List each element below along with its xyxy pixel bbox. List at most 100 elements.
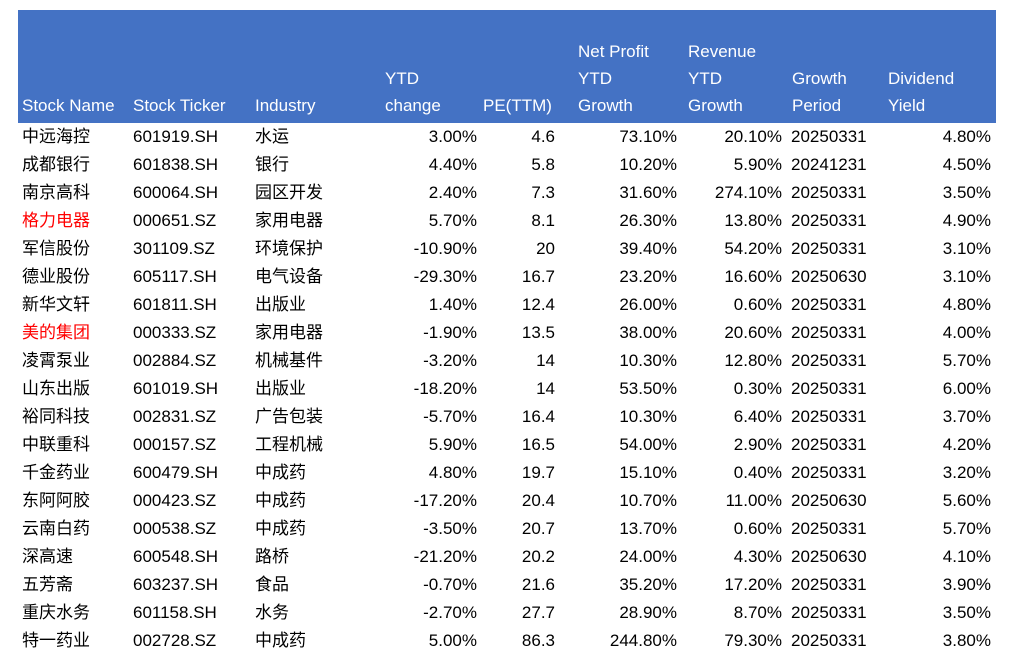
cell-net-profit-ytd-growth: 10.30% <box>619 351 677 370</box>
cell-industry: 电气设备 <box>255 267 323 286</box>
cell-dividend-yield: 4.80% <box>942 127 991 146</box>
table-row: 格力电器 000651.SZ 家用电器 5.70% 8.1 26.30% 13.… <box>18 207 996 235</box>
cell-growth-period: 20250331 <box>791 407 867 426</box>
cell-stock-ticker: 002831.SZ <box>133 407 217 426</box>
cell-ytd-change: -5.70% <box>423 407 477 426</box>
cell-dividend-yield: 3.50% <box>942 183 991 202</box>
cell-net-profit-ytd-growth: 53.50% <box>619 379 677 398</box>
cell-industry: 出版业 <box>255 295 306 314</box>
cell-growth-period: 20250331 <box>791 519 867 538</box>
cell-industry: 水务 <box>255 603 289 622</box>
cell-net-profit-ytd-growth: 13.70% <box>619 519 677 538</box>
cell-dividend-yield: 4.00% <box>942 323 991 342</box>
cell-revenue-ytd-growth: 0.30% <box>733 379 782 398</box>
cell-ytd-change: 4.80% <box>428 463 477 482</box>
cell-ytd-change: 5.70% <box>428 211 477 230</box>
cell-revenue-ytd-growth: 20.10% <box>724 127 782 146</box>
cell-growth-period: 20250630 <box>791 491 867 510</box>
table-row: 成都银行 601838.SH 银行 4.40% 5.8 10.20% 5.90%… <box>18 151 996 179</box>
cell-net-profit-ytd-growth: 15.10% <box>619 463 677 482</box>
cell-pe-ttm: 8.1 <box>531 211 555 230</box>
table-row: 山东出版 601019.SH 出版业 -18.20% 14 53.50% 0.3… <box>18 375 996 403</box>
cell-industry: 园区开发 <box>255 183 323 202</box>
cell-stock-name: 裕同科技 <box>22 407 90 426</box>
cell-ytd-change: 5.90% <box>428 435 477 454</box>
cell-industry: 中成药 <box>255 491 306 510</box>
cell-pe-ttm: 14 <box>536 379 555 398</box>
cell-dividend-yield: 3.50% <box>942 603 991 622</box>
cell-growth-period: 20250331 <box>791 295 867 314</box>
cell-pe-ttm: 27.7 <box>521 603 555 622</box>
stock-table: Stock Name Stock Ticker Industry YTD cha… <box>18 10 996 655</box>
cell-growth-period: 20250331 <box>791 239 867 258</box>
cell-pe-ttm: 7.3 <box>531 183 555 202</box>
cell-growth-period: 20250331 <box>791 631 867 650</box>
table-row: 新华文轩 601811.SH 出版业 1.40% 12.4 26.00% 0.6… <box>18 291 996 319</box>
cell-revenue-ytd-growth: 0.60% <box>733 295 782 314</box>
cell-stock-name: 中联重科 <box>22 435 90 454</box>
cell-net-profit-ytd-growth: 26.00% <box>619 295 677 314</box>
cell-ytd-change: -3.20% <box>423 351 477 370</box>
table-row: 特一药业 002728.SZ 中成药 5.00% 86.3 244.80% 79… <box>18 627 996 655</box>
cell-net-profit-ytd-growth: 10.30% <box>619 407 677 426</box>
table-row: 裕同科技 002831.SZ 广告包装 -5.70% 16.4 10.30% 6… <box>18 403 996 431</box>
cell-revenue-ytd-growth: 12.80% <box>724 351 782 370</box>
cell-stock-name: 云南白药 <box>22 519 90 538</box>
cell-net-profit-ytd-growth: 24.00% <box>619 547 677 566</box>
cell-industry: 家用电器 <box>255 211 323 230</box>
cell-stock-name: 中远海控 <box>22 127 90 146</box>
table-row: 美的集团 000333.SZ 家用电器 -1.90% 13.5 38.00% 2… <box>18 319 996 347</box>
cell-net-profit-ytd-growth: 26.30% <box>619 211 677 230</box>
cell-stock-name: 深高速 <box>22 547 73 566</box>
cell-stock-ticker: 605117.SH <box>133 267 217 286</box>
cell-stock-name: 特一药业 <box>22 631 90 650</box>
cell-stock-ticker: 000157.SZ <box>133 435 217 454</box>
cell-net-profit-ytd-growth: 10.70% <box>619 491 677 510</box>
cell-net-profit-ytd-growth: 244.80% <box>609 631 677 650</box>
cell-growth-period: 20250331 <box>791 575 867 594</box>
cell-stock-ticker: 000651.SZ <box>133 211 217 230</box>
cell-net-profit-ytd-growth: 35.20% <box>619 575 677 594</box>
cell-pe-ttm: 4.6 <box>531 127 555 146</box>
cell-pe-ttm: 16.5 <box>521 435 555 454</box>
cell-ytd-change: -29.30% <box>413 267 477 286</box>
cell-revenue-ytd-growth: 0.40% <box>733 463 782 482</box>
cell-dividend-yield: 4.20% <box>942 435 991 454</box>
cell-industry: 中成药 <box>255 631 306 650</box>
table-row: 深高速 600548.SH 路桥 -21.20% 20.2 24.00% 4.3… <box>18 543 996 571</box>
table-row: 千金药业 600479.SH 中成药 4.80% 19.7 15.10% 0.4… <box>18 459 996 487</box>
cell-ytd-change: -3.50% <box>423 519 477 538</box>
cell-stock-name: 格力电器 <box>22 211 90 230</box>
cell-stock-ticker: 000423.SZ <box>133 491 217 510</box>
table-row: 五芳斋 603237.SH 食品 -0.70% 21.6 35.20% 17.2… <box>18 571 996 599</box>
cell-growth-period: 20250630 <box>791 267 867 286</box>
cell-dividend-yield: 5.60% <box>942 491 991 510</box>
cell-pe-ttm: 20.4 <box>521 491 555 510</box>
cell-dividend-yield: 3.90% <box>942 575 991 594</box>
cell-stock-name: 美的集团 <box>22 323 90 342</box>
cell-pe-ttm: 16.4 <box>521 407 555 426</box>
cell-dividend-yield: 3.20% <box>942 463 991 482</box>
cell-stock-name: 南京高科 <box>22 183 90 202</box>
cell-industry: 中成药 <box>255 463 306 482</box>
cell-ytd-change: 5.00% <box>428 631 477 650</box>
cell-dividend-yield: 4.90% <box>942 211 991 230</box>
cell-stock-ticker: 603237.SH <box>133 575 219 594</box>
table-row: 德业股份 605117.SH 电气设备 -29.30% 16.7 23.20% … <box>18 263 996 291</box>
cell-pe-ttm: 16.7 <box>521 267 555 286</box>
cell-stock-name: 军信股份 <box>22 239 90 258</box>
cell-growth-period: 20250331 <box>791 603 867 622</box>
cell-stock-ticker: 002884.SZ <box>133 351 217 370</box>
cell-growth-period: 20250331 <box>791 183 867 202</box>
cell-industry: 路桥 <box>255 547 289 566</box>
cell-pe-ttm: 14 <box>536 351 555 370</box>
cell-revenue-ytd-growth: 8.70% <box>733 603 782 622</box>
cell-stock-ticker: 600479.SH <box>133 463 219 482</box>
cell-revenue-ytd-growth: 2.90% <box>733 435 782 454</box>
cell-revenue-ytd-growth: 17.20% <box>724 575 782 594</box>
cell-revenue-ytd-growth: 5.90% <box>733 155 782 174</box>
cell-revenue-ytd-growth: 11.00% <box>725 491 782 510</box>
cell-stock-ticker: 601019.SH <box>133 379 219 398</box>
cell-ytd-change: 4.40% <box>428 155 477 174</box>
cell-net-profit-ytd-growth: 23.20% <box>619 267 677 286</box>
